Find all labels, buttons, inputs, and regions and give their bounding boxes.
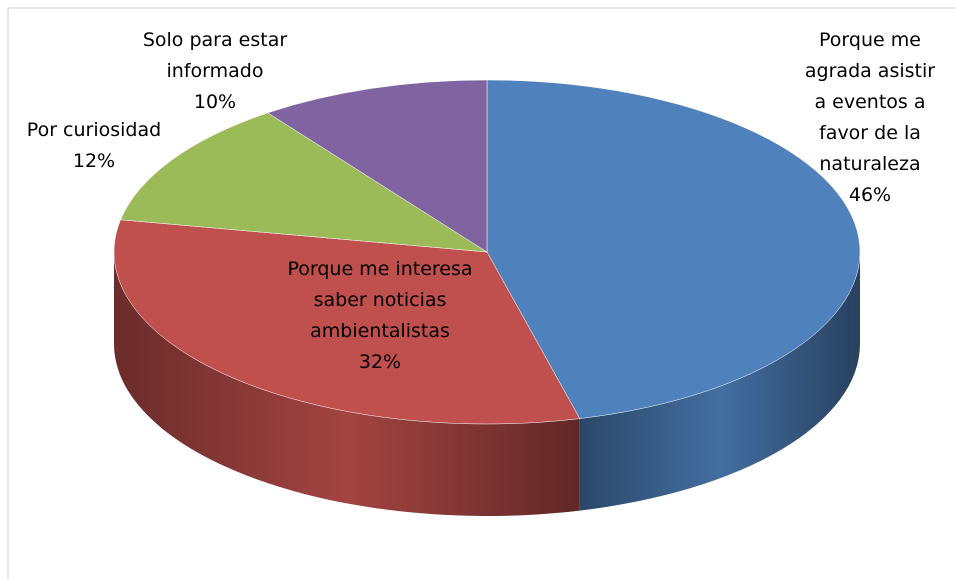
data-label: Por curiosidad 12% bbox=[7, 115, 182, 177]
data-label: Porque me interesa saber noticias ambien… bbox=[285, 254, 475, 378]
slice-side bbox=[579, 252, 860, 511]
label-name: Porque me interesa saber noticias ambien… bbox=[287, 258, 473, 342]
slice bbox=[486, 79, 861, 419]
label-name: Por curiosidad bbox=[26, 119, 162, 141]
label-value: 10% bbox=[193, 91, 237, 113]
label-value: 46% bbox=[848, 184, 892, 206]
data-label: Solo para estar informado 10% bbox=[110, 25, 320, 118]
data-label: Porque me agrada asistir a eventos a fav… bbox=[800, 25, 940, 211]
label-value: 12% bbox=[72, 150, 116, 172]
slice bbox=[120, 112, 488, 253]
slice bbox=[267, 79, 488, 253]
label-value: 32% bbox=[358, 351, 402, 373]
slice bbox=[113, 219, 581, 425]
chart-border bbox=[7, 7, 955, 579]
label-name: Porque me agrada asistir a eventos a fav… bbox=[804, 29, 936, 175]
label-name: Solo para estar informado bbox=[142, 29, 288, 82]
slice-side bbox=[114, 252, 580, 516]
